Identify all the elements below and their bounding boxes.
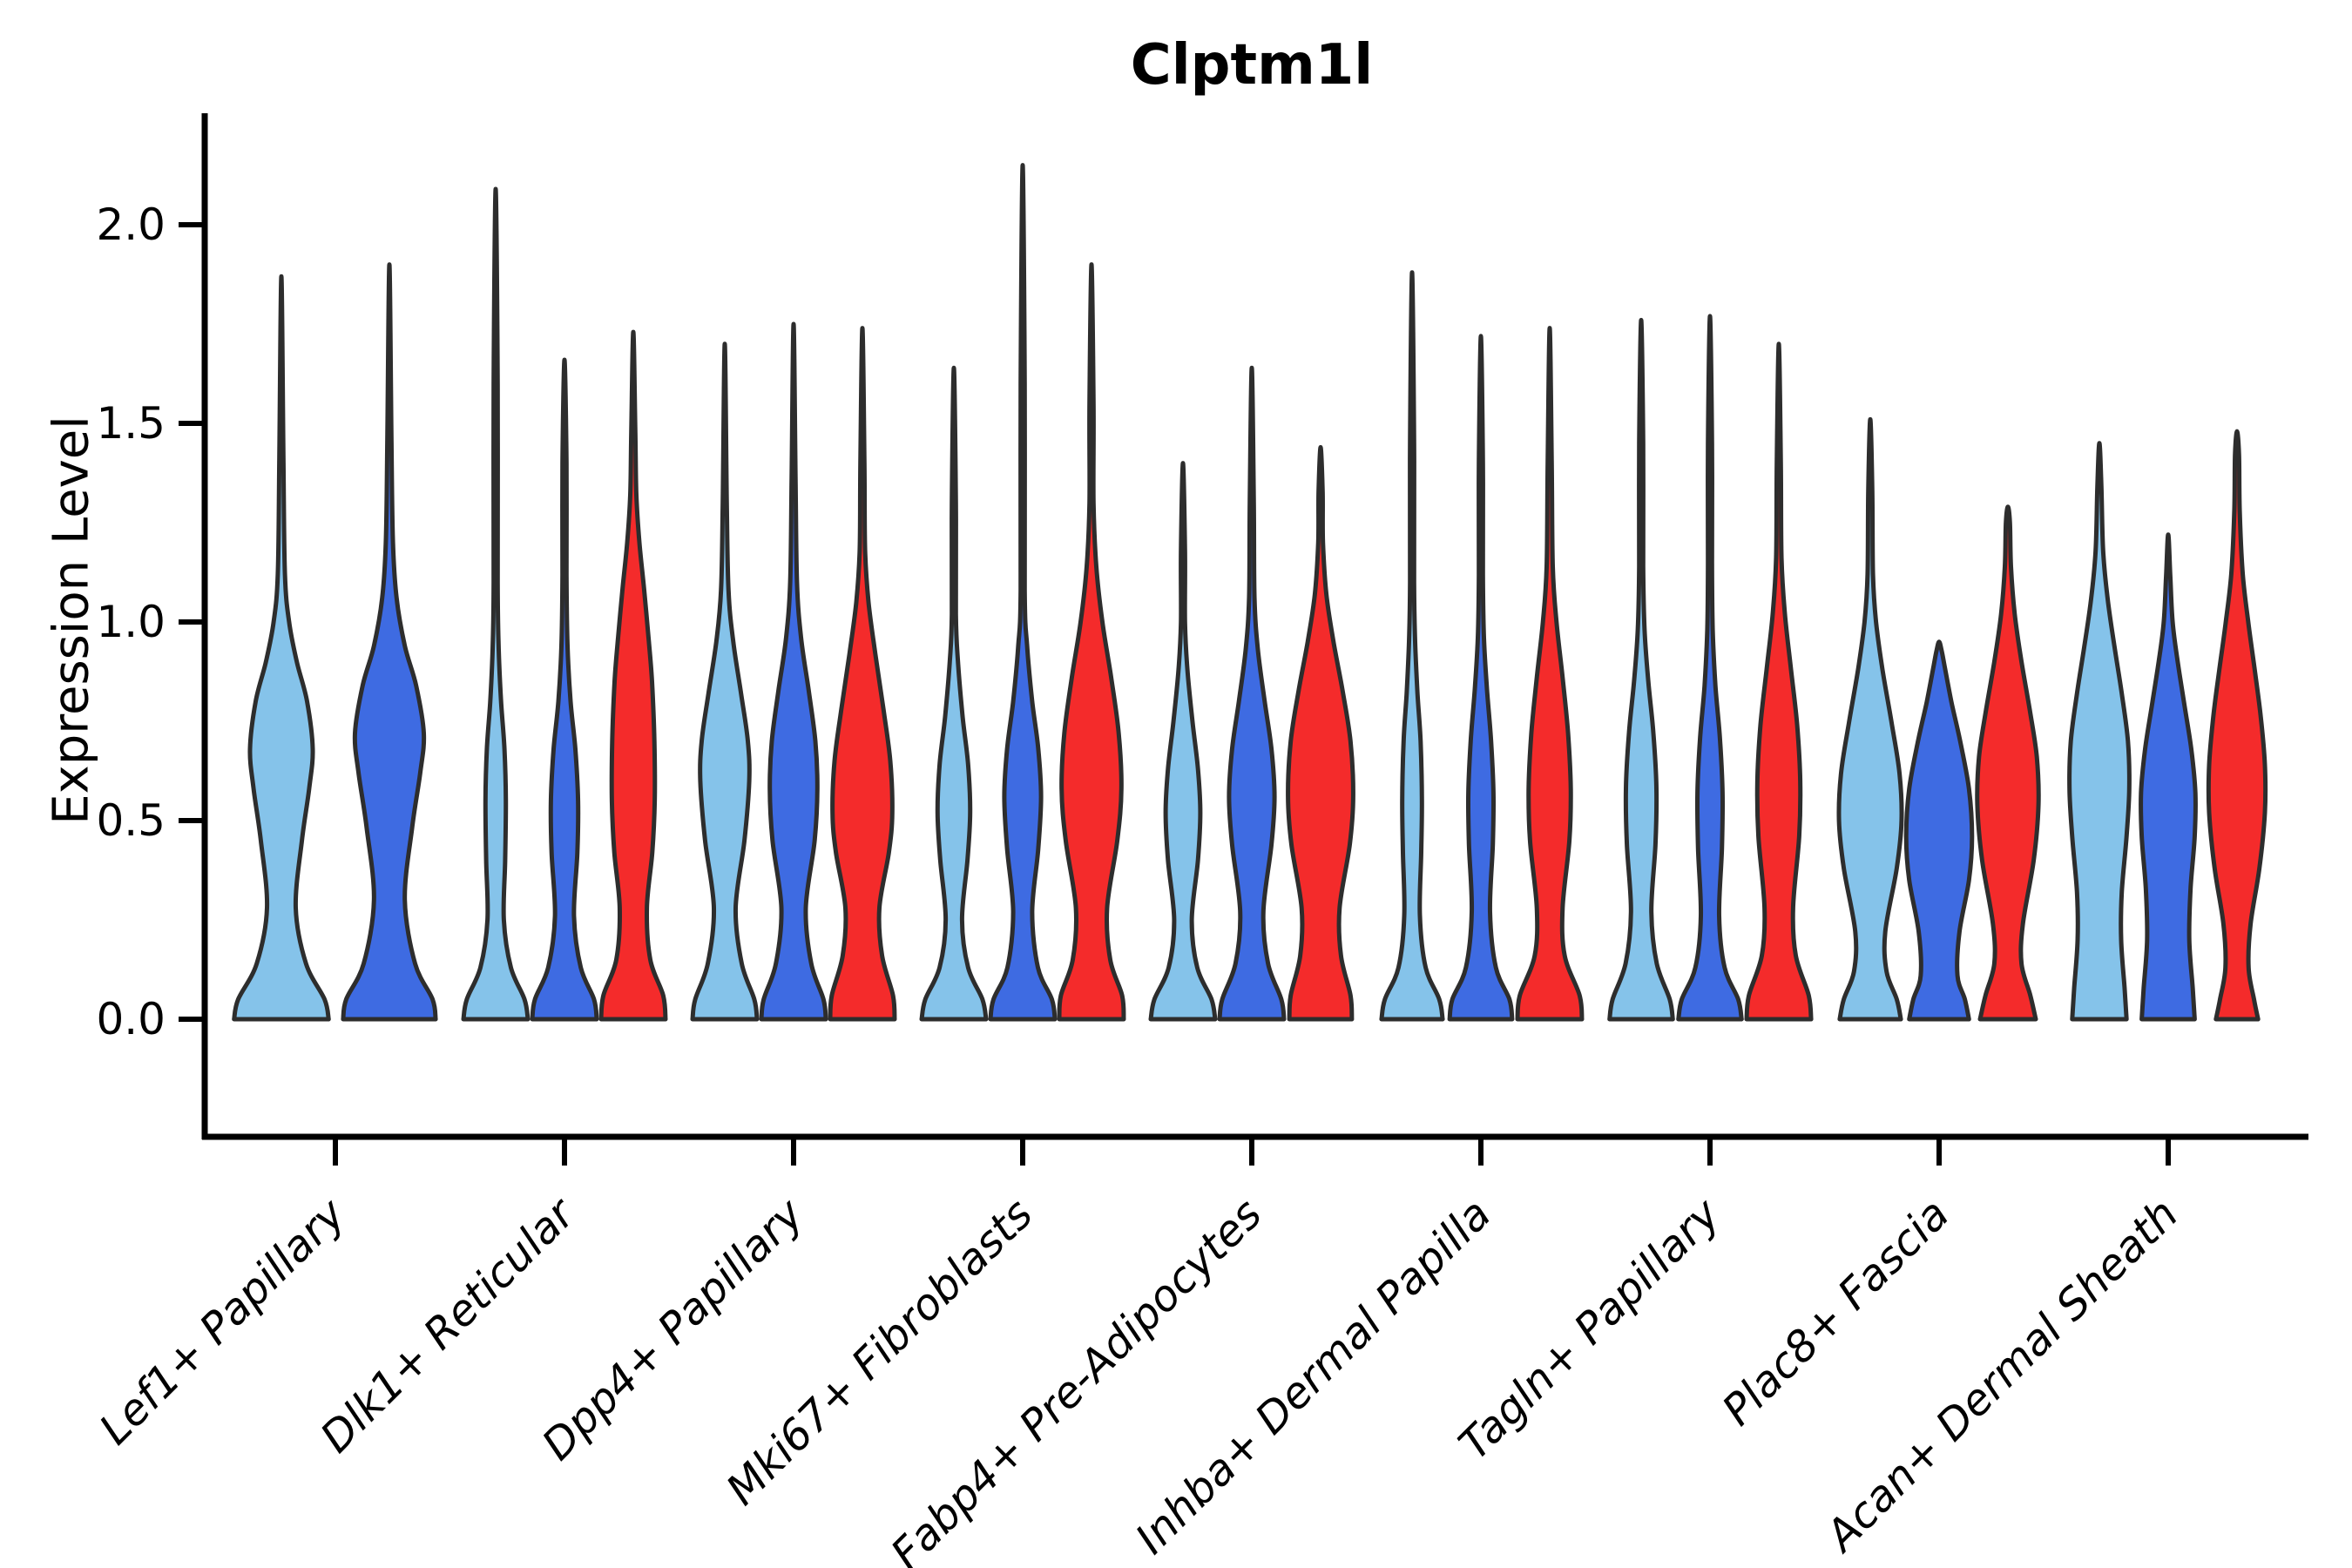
- violin-royalblue-8: [1903, 639, 1975, 1022]
- y-tick-label: 0.5: [96, 795, 166, 846]
- violin-red-2: [598, 329, 668, 1022]
- x-tick-label: Lef1+ Papillary: [90, 1188, 355, 1454]
- violin-skyblue-3: [690, 341, 760, 1022]
- violin-skyblue-1: [232, 274, 331, 1022]
- violin-skyblue-5: [1148, 461, 1218, 1022]
- violin-royalblue-9: [2139, 532, 2198, 1022]
- violin-red-7: [1744, 341, 1814, 1022]
- y-tick-label: 0.0: [96, 994, 166, 1044]
- violin-skyblue-4: [919, 365, 989, 1022]
- violin-red-4: [1057, 262, 1126, 1022]
- violin-red-3: [828, 326, 897, 1022]
- x-tick-label: Plac8+ Fascia: [1713, 1189, 1958, 1435]
- violin-skyblue-8: [1836, 416, 1904, 1022]
- violin-royalblue-7: [1676, 314, 1744, 1022]
- violin-skyblue-7: [1607, 317, 1675, 1022]
- violin-red-9: [2206, 429, 2268, 1022]
- violin-skyblue-9: [2067, 441, 2132, 1022]
- chart-title: Clptm1l: [1130, 33, 1374, 98]
- violin-royalblue-5: [1217, 365, 1287, 1022]
- violin-skyblue-2: [461, 186, 531, 1022]
- violin-red-6: [1515, 326, 1585, 1022]
- violin-skyblue-6: [1379, 270, 1445, 1022]
- violin-red-8: [1975, 504, 2041, 1022]
- violin-royalblue-2: [530, 357, 599, 1022]
- violin-royalblue-1: [341, 262, 438, 1022]
- violin-royalblue-3: [759, 321, 828, 1022]
- violin-red-5: [1286, 444, 1355, 1022]
- violin-royalblue-4: [988, 163, 1058, 1022]
- x-tick-label: Dlk1+ Reticular: [311, 1187, 585, 1462]
- y-tick-label: 1.5: [96, 398, 166, 449]
- violin-royalblue-6: [1447, 334, 1515, 1022]
- y-tick-label: 2.0: [96, 199, 166, 250]
- y-tick-label: 1.0: [96, 597, 166, 647]
